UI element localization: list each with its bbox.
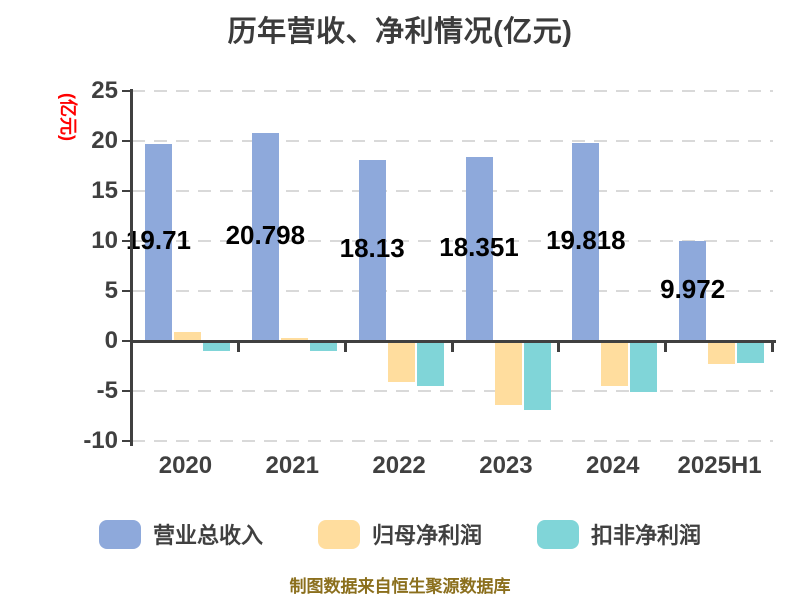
value-label-2023: 18.351 xyxy=(439,232,519,263)
y-tick--5 xyxy=(122,390,131,392)
chart-title: 历年营收、净利情况(亿元) xyxy=(227,16,573,48)
bar-revenue-2020 xyxy=(145,143,172,341)
gridline-20 xyxy=(132,140,773,142)
gridline--10 xyxy=(132,440,773,442)
legend: 营业总收入 归母净利润 扣非净利润 xyxy=(0,518,800,550)
legend-swatch-net-profit xyxy=(317,519,360,549)
x-tick-label-2021: 2021 xyxy=(265,452,319,479)
bar-revenue-2021 xyxy=(251,133,279,341)
bar-deducted-net-profit-2020 xyxy=(203,341,230,351)
bar-net-profit-2025H1 xyxy=(708,341,736,364)
y-tick-15 xyxy=(122,190,131,192)
x-tick-label-2022: 2022 xyxy=(372,452,426,479)
legend-item-deducted-net-profit: 扣非净利润 xyxy=(537,518,701,550)
x-tick-label-2023: 2023 xyxy=(479,452,533,479)
value-label-2021: 20.798 xyxy=(225,220,306,250)
value-label-2022: 18.13 xyxy=(339,233,405,264)
gridline-5 xyxy=(132,290,773,292)
y-tick-10 xyxy=(122,240,131,242)
bar-revenue-2023 xyxy=(465,157,493,341)
y-tick-label-0: 0 xyxy=(104,327,118,354)
value-label-2020: 19.71 xyxy=(125,225,192,256)
legend-swatch-deducted-net-profit xyxy=(537,519,579,549)
source-note: 制图数据来自恒生聚源数据库 xyxy=(289,577,511,596)
y-tick-label-25: 25 xyxy=(91,77,118,104)
y-tick-25 xyxy=(122,90,131,92)
x-boundary-tick-1 xyxy=(236,343,240,352)
bar-deducted-net-profit-2023 xyxy=(523,341,551,410)
x-tick-label-2020: 2020 xyxy=(158,452,213,479)
legend-label-deducted-net-profit: 扣非净利润 xyxy=(591,523,702,548)
x-tick-label-2025H1: 2025H1 xyxy=(677,452,762,479)
legend-label-revenue: 营业总收入 xyxy=(152,523,263,548)
y-tick-20 xyxy=(122,140,131,142)
x-boundary-tick-5 xyxy=(664,343,668,352)
bar-deducted-net-profit-2024 xyxy=(630,341,658,392)
bar-net-profit-2024 xyxy=(601,341,629,386)
bar-deducted-net-profit-2022 xyxy=(416,341,444,386)
y-tick-label--10: -10 xyxy=(83,427,118,454)
y-tick-0 xyxy=(122,340,131,342)
bar-deducted-net-profit-2021 xyxy=(309,341,337,351)
bar-revenue-2024 xyxy=(572,142,600,341)
legend-item-net-profit: 归母净利润 xyxy=(317,518,482,550)
x-tick-label-2024: 2024 xyxy=(586,452,640,479)
x-boundary-tick-2 xyxy=(343,343,347,352)
y-tick--10 xyxy=(122,440,131,442)
y-tick-label--5: -5 xyxy=(96,377,118,404)
bar-net-profit-2022 xyxy=(387,341,415,382)
legend-label-net-profit: 归母净利润 xyxy=(371,523,482,548)
legend-swatch-revenue xyxy=(98,519,141,549)
bar-revenue-2022 xyxy=(358,159,386,341)
bar-revenue-2025H1 xyxy=(679,241,707,341)
y-tick-5 xyxy=(122,290,131,292)
gridline--5 xyxy=(132,390,773,392)
bar-net-profit-2021 xyxy=(280,337,308,341)
gridline-25 xyxy=(132,90,773,92)
x-axis-line xyxy=(130,340,776,343)
bar-net-profit-2020 xyxy=(174,332,201,341)
y-tick-label-15: 15 xyxy=(91,177,118,204)
y-tick-label-10: 10 xyxy=(91,227,118,254)
x-boundary-tick-3 xyxy=(450,343,454,352)
gridline-10 xyxy=(132,240,773,242)
gridline-15 xyxy=(132,190,773,192)
value-label-2025H1: 9.972 xyxy=(660,274,726,305)
y-axis-line xyxy=(130,89,133,446)
y-tick-label-5: 5 xyxy=(104,277,118,304)
value-label-2024: 19.818 xyxy=(546,224,626,255)
legend-item-revenue: 营业总收入 xyxy=(98,518,263,550)
bar-net-profit-2023 xyxy=(494,341,522,405)
x-boundary-tick-4 xyxy=(557,343,561,352)
y-tick-label-20: 20 xyxy=(91,127,118,154)
bar-deducted-net-profit-2025H1 xyxy=(737,341,765,363)
x-boundary-tick-6 xyxy=(771,343,774,352)
